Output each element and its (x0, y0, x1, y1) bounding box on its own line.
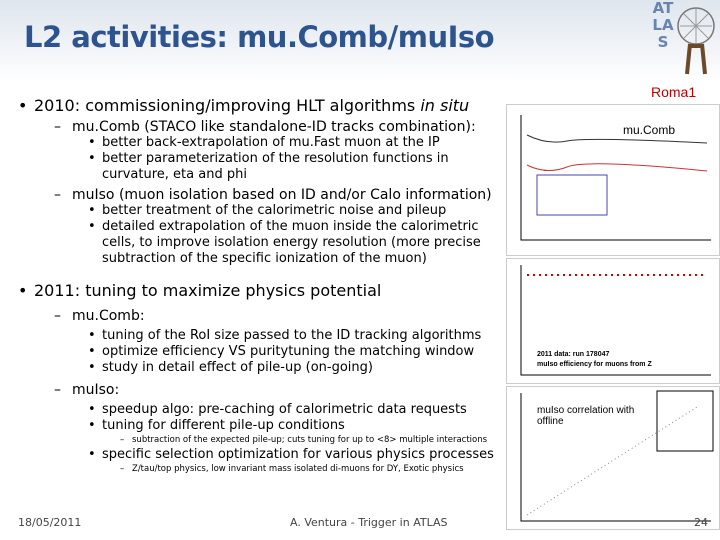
logo-text: ATLAS (652, 0, 674, 51)
plot-1: mu.Comb (506, 104, 720, 256)
plot-title: muIso efficiency for muons from Z (537, 361, 652, 368)
header-background (0, 0, 720, 80)
graphic (520, 390, 714, 522)
text: mu.Comb (STACO like standalone-ID tracks… (72, 119, 476, 135)
graphic (520, 393, 711, 522)
graphic (656, 390, 714, 452)
atlas-figure (677, 7, 715, 75)
bullet: mu.Comb: tuning of the RoI size passed t… (34, 308, 502, 376)
bullet: tuning for different pile-up conditionss… (72, 418, 502, 447)
graphic (526, 134, 708, 144)
graphic (520, 115, 711, 241)
text: better parameterization of the resolutio… (72, 151, 502, 183)
footer-date: 18/05/2011 (18, 516, 82, 529)
text: in situ (420, 96, 470, 115)
group-label: Roma1 (651, 84, 697, 100)
text: tuning of the RoI size passed to the ID … (72, 328, 502, 344)
text: better back-extrapolation of mu.Fast muo… (72, 135, 502, 151)
text: 2011: tuning to maximize physics potenti… (34, 281, 382, 300)
graphic (520, 265, 711, 376)
text: tuning for different pile-up conditions (102, 418, 345, 433)
graphic (685, 43, 707, 75)
text: optimize efficiency VS puritytuning the … (72, 344, 502, 360)
bullet: 2010: commissioning/improving HLT algori… (14, 96, 502, 267)
graphic (526, 163, 708, 172)
slide-title: L2 activities: mu.Comb/muIso (24, 20, 495, 54)
text: better treatment of the calorimetric noi… (72, 203, 502, 219)
plot-label: mu.Comb (623, 123, 676, 137)
graphic (520, 115, 711, 241)
text: 2010: commissioning/improving HLT algori… (34, 96, 421, 115)
graphic (536, 174, 608, 216)
bullet: 2011: tuning to maximize physics potenti… (14, 281, 502, 476)
plot-run: 2011 data: run 178047 (537, 351, 610, 358)
bullet: specific selection optimization for vari… (72, 447, 502, 476)
plot-label: muIso correlation with offline (537, 405, 635, 427)
plot-3: muIso correlation with offline (506, 386, 720, 530)
graphic (680, 8, 712, 44)
plot-2: 2011 data: run 178047 muIso efficiency f… (506, 258, 720, 384)
text: study in detail effect of pile-up (on-go… (72, 360, 502, 376)
graphic (520, 265, 711, 376)
text: Z/tau/top physics, low invariant mass is… (102, 463, 502, 476)
text: speedup algo: pre-caching of calorimetri… (72, 402, 502, 418)
bullet: mu.Comb (STACO like standalone-ID tracks… (34, 119, 502, 183)
text: detailed extrapolation of the muon insid… (72, 219, 502, 267)
text: subtraction of the expected pile-up; cut… (102, 434, 502, 447)
page-number: 24 (694, 516, 708, 529)
text: mu.Comb: (72, 308, 145, 324)
bullet: muIso: speedup algo: pre-caching of calo… (34, 382, 502, 476)
text: muIso (muon isolation based on ID and/or… (72, 187, 492, 203)
text: muIso: (72, 382, 120, 398)
bullet: muIso (muon isolation based on ID and/or… (34, 187, 502, 267)
footer-author: A. Ventura - Trigger in ATLAS (290, 516, 448, 529)
text: specific selection optimization for vari… (102, 447, 494, 462)
bullet-list: 2010: commissioning/improving HLT algori… (14, 90, 502, 476)
